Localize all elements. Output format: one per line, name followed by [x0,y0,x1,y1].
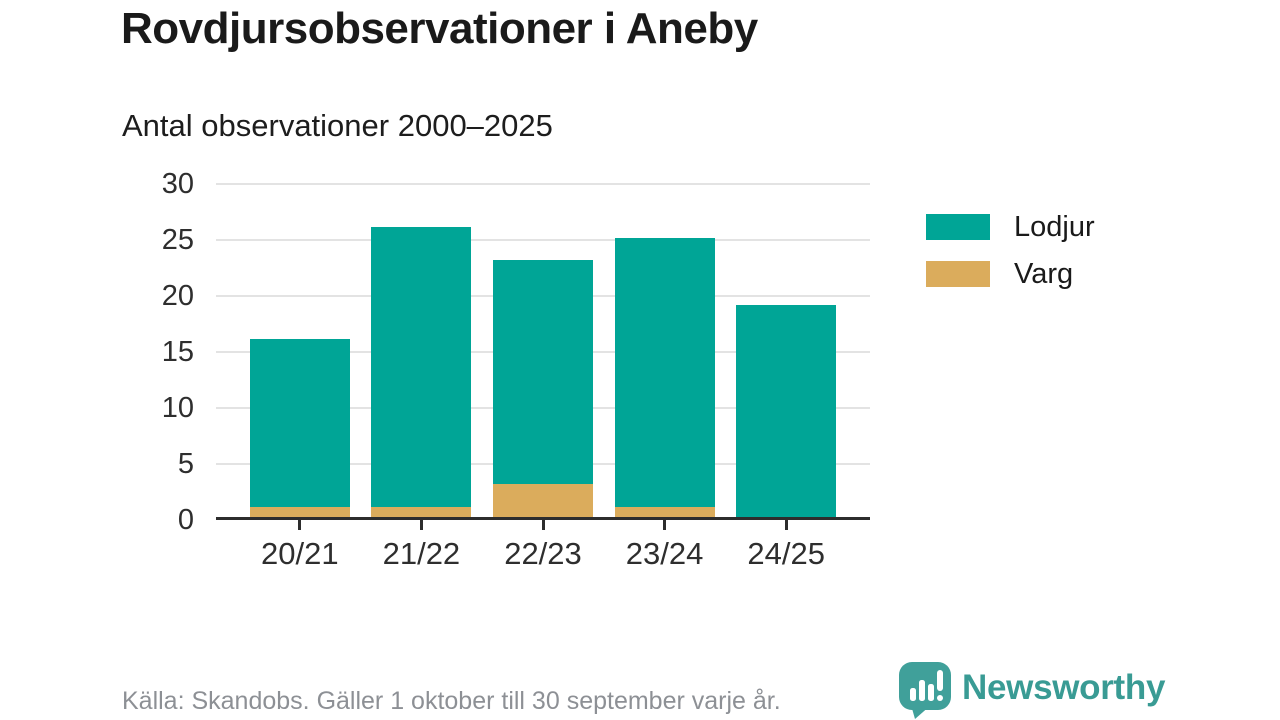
chart-subtitle: Antal observationer 2000–2025 [122,108,553,143]
bar-segment-lodjur [614,238,715,507]
legend-swatch-varg [926,261,990,287]
x-axis-line [216,517,870,520]
legend: Lodjur Varg [926,211,1095,308]
bar-segment-lodjur [736,305,837,518]
bar-segment-lodjur [371,226,472,507]
newsworthy-logo: Newsworthy [898,661,1165,719]
x-tick-label: 24/25 [747,536,825,571]
legend-label: Lodjur [1014,211,1095,243]
x-tick-label: 23/24 [625,536,704,571]
x-tick-label: 20/21 [261,536,339,571]
bar-segment-lodjur [249,338,350,507]
x-tick-label: 21/22 [382,536,461,571]
bar-segment-varg [371,506,472,518]
y-tick-label: 25 [161,224,194,256]
source-note: Källa: Skandobs. Gäller 1 oktober till 3… [122,687,781,715]
x-axis-tick [298,520,302,530]
bar-segment-lodjur [493,260,593,485]
y-tick-label: 10 [161,392,194,424]
y-tick-label: 20 [161,280,194,312]
chart-title: Rovdjursobservationer i Aneby [121,4,758,53]
legend-row: Lodjur [926,211,1095,243]
bar-segment-varg [614,506,715,518]
y-tick-label: 0 [177,504,194,536]
newsworthy-logo-text: Newsworthy [962,668,1166,707]
legend-swatch-lodjur [926,214,990,240]
x-axis-tick [784,520,788,530]
gridline [216,239,870,241]
gridline [216,183,870,185]
y-axis-labels: 0 5 10 15 20 25 30 [0,168,198,536]
bar-segment-varg [249,506,350,518]
y-tick-label: 30 [161,168,194,200]
x-axis-tick [541,520,545,530]
y-tick-label: 5 [177,448,194,480]
y-tick-label: 15 [161,336,194,368]
legend-row: Varg [926,258,1095,290]
x-tick-label: 22/23 [504,536,582,571]
x-axis-tick [663,520,667,530]
bar-segment-varg [493,484,593,518]
x-axis-tick [419,520,423,530]
newsworthy-logo-icon [898,661,952,719]
legend-label: Varg [1014,258,1074,290]
plot-area: 20/21 21/22 22/23 23/24 24/25 [216,183,870,571]
